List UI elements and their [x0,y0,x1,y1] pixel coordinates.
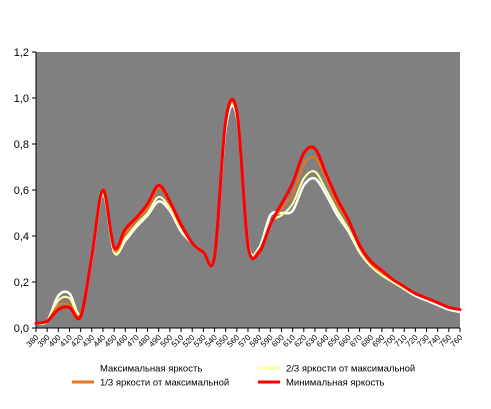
y-tick-label: 0,4 [14,231,29,243]
y-tick-label: 1,2 [14,47,29,59]
legend: Максимальная яркость 2/3 яркости от макси… [72,364,415,389]
x-tick-label: 760 [449,333,465,349]
y-axis: 0,0 0,2 0,4 0,6 0,8 1,0 1,2 [14,47,37,335]
x-axis: 3803904004104204304404504604704804905005… [25,327,465,349]
y-tick-label: 0,8 [14,139,29,151]
legend-label: Минимальная яркость [286,378,384,389]
legend-label: 1/3 яркости от максимальной [100,378,229,389]
plot-area [36,52,460,328]
y-tick-label: 0,0 [14,323,29,335]
y-tick-label: 1,0 [14,93,29,105]
series-lines [34,97,462,326]
y-tick-label: 0,2 [14,277,29,289]
legend-label: Максимальная яркость [100,364,202,375]
series-line-4 [34,97,462,325]
legend-label: 2/3 яркости от максимальной [286,364,415,375]
y-tick-label: 0,6 [14,185,29,197]
